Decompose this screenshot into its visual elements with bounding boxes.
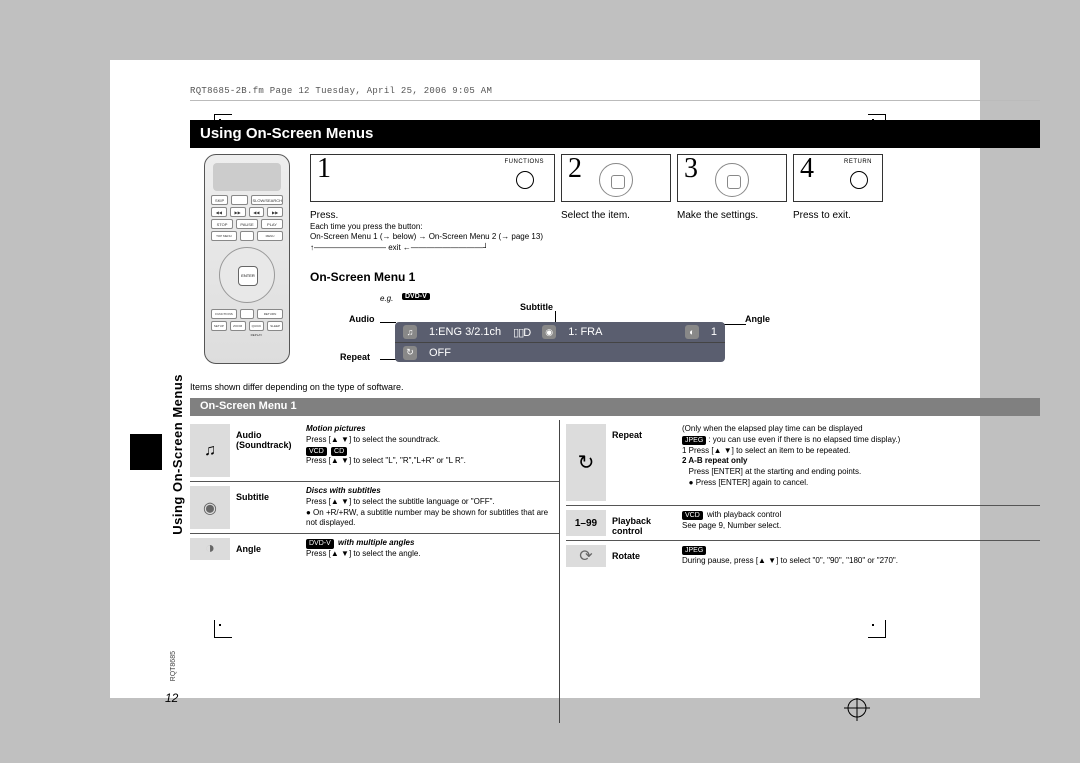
osd-angle-value: 1 <box>711 326 717 338</box>
dvdv-badge: DVD-V <box>402 293 430 300</box>
dolby-icon: ▯▯D <box>513 326 530 339</box>
angle-icon: ◑ <box>190 538 230 560</box>
table-left-column: ♫ Audio (Soundtrack) Motion pictures Pre… <box>190 420 560 723</box>
remote-illustration: SKIP SLOW/SEARCH ◀◀▶▶◀◀▶▶ STOP■PAUSE❚❚PL… <box>204 154 290 364</box>
row-description: (Only when the elapsed play time can be … <box>682 424 1040 501</box>
side-section-tab: Using On-Screen Menus <box>170 374 187 535</box>
step-caption: Press. <box>310 210 555 221</box>
step-number: 3 <box>684 153 698 185</box>
row-label: Rotate <box>612 545 682 567</box>
side-thumb-index <box>130 434 162 470</box>
step-caption: Press to exit. <box>793 210 883 221</box>
subtitle-callout: Subtitle <box>520 302 553 312</box>
angle-icon: ◐ <box>685 325 699 339</box>
leader-line <box>380 322 396 323</box>
osd-display-bar: ♫ 1:ENG 3/2.1ch ▯▯D ◉ 1: FRA ◐ 1 ↻ OFF <box>395 322 725 362</box>
step-caption: Make the settings. <box>677 210 787 221</box>
osd-subtitle-value: 1: FRA <box>568 326 602 338</box>
page-number: 12 <box>165 691 178 705</box>
row-description: JPEG During pause, press [▲ ▼] to select… <box>682 545 1040 567</box>
section-heading: On-Screen Menu 1 <box>190 398 1040 416</box>
repeat-icon: ↻ <box>566 424 606 501</box>
music-icon: ♫ <box>190 424 230 477</box>
step-1: 1 FUNCTIONS <box>310 154 555 202</box>
table-right-column: ↻ Repeat (Only when the elapsed play tim… <box>560 420 1040 723</box>
subtitle-icon: ◉ <box>190 486 230 529</box>
doc-code: RQT8685 <box>170 651 177 681</box>
table-row: ↻ Repeat (Only when the elapsed play tim… <box>566 420 1040 506</box>
detail-line: ↑————————— exit ←—————————┘ <box>310 243 555 253</box>
row-description: Motion pictures Press [▲ ▼] to select th… <box>306 424 559 477</box>
step-4: 4 RETURN <box>793 154 883 202</box>
row-label: Audio (Soundtrack) <box>236 424 306 477</box>
osm1-heading: On-Screen Menu 1 <box>310 270 415 284</box>
row-label: Playback control <box>612 510 682 536</box>
framemaker-header: RQT8685-2B.fm Page 12 Tuesday, April 25,… <box>190 86 492 96</box>
step1-detail: Each time you press the button: On-Scree… <box>310 222 555 253</box>
return-button-icon <box>850 171 868 189</box>
dpad-icon <box>599 163 633 197</box>
table-row: 1–99 Playback control VCD with playback … <box>566 506 1040 541</box>
steps-row: 1 FUNCTIONS 2 3 4 RETURN <box>310 154 1040 202</box>
detail-line: Each time you press the button: <box>310 222 555 232</box>
detail-line: On-Screen Menu 1 (→ below) → On-Screen M… <box>310 232 555 242</box>
button-label: RETURN <box>844 159 872 165</box>
table-row: ♫ Audio (Soundtrack) Motion pictures Pre… <box>190 420 559 482</box>
leader-line <box>380 359 396 360</box>
eg-label: e.g. <box>380 294 393 303</box>
row-label: Subtitle <box>236 486 306 529</box>
step-2: 2 <box>561 154 671 202</box>
number-range: 1–99 <box>566 510 606 536</box>
osd-repeat-value: OFF <box>429 347 451 359</box>
step-number: 4 <box>800 153 814 185</box>
step-number: 1 <box>317 153 331 185</box>
row-description: VCD with playback control See page 9, Nu… <box>682 510 1040 536</box>
row-description: Discs with subtitles Press [▲ ▼] to sele… <box>306 486 559 529</box>
page-title: Using On-Screen Menus <box>190 120 1040 148</box>
row-label: Repeat <box>612 424 682 501</box>
functions-button-icon <box>516 171 534 189</box>
row-label: Angle <box>236 538 306 560</box>
step-number: 2 <box>568 153 582 185</box>
step-caption: Select the item. <box>561 210 671 221</box>
table-row: ◉ Subtitle Discs with subtitles Press [▲… <box>190 482 559 534</box>
repeat-callout: Repeat <box>340 352 370 362</box>
repeat-icon: ↻ <box>403 346 417 360</box>
header-rule <box>190 100 1040 101</box>
step-captions: Press. Select the item. Make the setting… <box>310 210 1040 221</box>
osd-audio-value: 1:ENG 3/2.1ch <box>429 326 501 338</box>
items-differ-note: Items shown differ depending on the type… <box>190 382 403 392</box>
audio-callout: Audio <box>349 314 375 324</box>
subtitle-icon: ◉ <box>542 325 556 339</box>
rotate-icon: ⟳ <box>566 545 606 567</box>
dpad-icon <box>715 163 749 197</box>
table-row: ⟳ Rotate JPEG During pause, press [▲ ▼] … <box>566 541 1040 571</box>
music-icon: ♫ <box>403 325 417 339</box>
row-description: DVD-V with multiple angles Press [▲ ▼] t… <box>306 538 559 560</box>
menu-items-table: ♫ Audio (Soundtrack) Motion pictures Pre… <box>190 420 1040 723</box>
table-row: ◑ Angle DVD-V with multiple angles Press… <box>190 534 559 564</box>
angle-callout: Angle <box>745 314 770 324</box>
step-3: 3 <box>677 154 787 202</box>
button-label: FUNCTIONS <box>505 159 545 165</box>
